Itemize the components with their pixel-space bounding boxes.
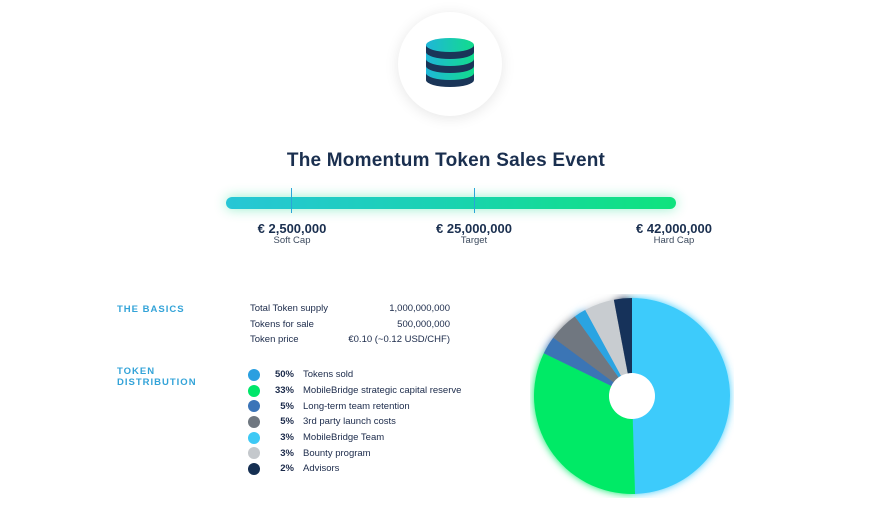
soft-cap-label: Soft Cap	[273, 235, 311, 246]
pie-slice-3rd-party-launch-costs	[553, 316, 632, 396]
legend-dot	[248, 431, 260, 444]
legend-dot	[248, 400, 260, 413]
basics-heading: THE BASICS	[117, 304, 185, 315]
pie-slice-long-term-team-retention	[585, 299, 632, 396]
basics-row-value: 500,000,000	[397, 318, 450, 330]
basics-table: Total Token supply 1,000,000,000 Tokens …	[250, 303, 450, 350]
distribution-legend: 50% Tokens sold 33% MobileBridge strateg…	[248, 367, 461, 477]
legend-item: 5% Long-term team retention	[248, 398, 461, 414]
coin-stack-icon	[426, 38, 474, 87]
pie-slice-mobilebridge-strategic-capital-reserve	[534, 353, 636, 494]
legend-dot	[248, 368, 260, 381]
legend-item: 50% Tokens sold	[248, 367, 461, 383]
soft-cap-tick	[291, 188, 292, 213]
soft-cap: € 2,500,000 Soft Cap	[212, 221, 372, 246]
legend-pct: 3%	[280, 432, 294, 444]
token-distribution-chart	[534, 298, 731, 494]
target-amount: € 25,000,000	[436, 221, 512, 236]
pie-slice-mobilebridge-team	[613, 298, 632, 396]
hard-cap-amount: € 42,000,000	[636, 221, 712, 236]
hard-cap-label: Hard Cap	[653, 235, 695, 246]
basics-row-value: 1,000,000,000	[389, 303, 450, 314]
basics-row-label: Total Token supply	[250, 303, 328, 314]
legend-item: 2% Advisors	[248, 461, 461, 477]
target-cap: € 25,000,000 Target	[394, 221, 554, 246]
legend-pct: 5%	[280, 416, 294, 428]
legend-pct: 2%	[280, 463, 294, 475]
legend-label: MobileBridge strategic capital reserve	[303, 385, 462, 397]
distribution-heading-line2: DISTRIBUTION	[117, 377, 197, 388]
hard-cap: € 42,000,000 Hard Cap	[594, 221, 754, 246]
pie-slice-bounty-program	[543, 337, 632, 396]
logo-badge	[398, 12, 502, 116]
legend-pct: 3%	[280, 447, 294, 459]
target-tick	[474, 188, 475, 213]
legend-label: Tokens sold	[303, 369, 354, 381]
legend-dot	[248, 384, 260, 397]
basics-row: Total Token supply 1,000,000,000	[250, 303, 450, 319]
legend-dot	[248, 447, 260, 460]
legend-label: Long-term team retention	[303, 400, 410, 412]
soft-cap-amount: € 2,500,000	[257, 221, 327, 236]
legend-label: 3rd party launch costs	[303, 416, 396, 428]
legend-label: MobileBridge Team	[303, 432, 385, 444]
legend-label: Advisors	[303, 463, 340, 475]
distribution-heading: TOKEN DISTRIBUTION	[117, 366, 197, 388]
sales-progress-bar	[226, 197, 676, 209]
legend-item: 33% MobileBridge strategic capital reser…	[248, 383, 461, 399]
legend-pct: 5%	[280, 400, 294, 412]
legend-item: 3% Bounty program	[248, 445, 461, 461]
legend-item: 5% 3rd party launch costs	[248, 414, 461, 430]
legend-pct: 50%	[274, 369, 294, 381]
legend-item: 3% MobileBridge Team	[248, 430, 461, 446]
legend-label: Bounty program	[303, 447, 371, 459]
basics-row-value: €0.10 (~0.12 USD/CHF)	[348, 334, 450, 345]
legend-pct: 33%	[274, 385, 294, 397]
basics-row-label: Tokens for sale	[250, 318, 314, 330]
pie-slice-advisors	[574, 309, 632, 396]
legend-dot	[248, 415, 260, 428]
legend-dot	[248, 462, 260, 475]
target-label: Target	[460, 235, 488, 246]
page-title: The Momentum Token Sales Event	[286, 150, 606, 171]
basics-row-label: Token price	[250, 334, 299, 345]
donut-hole	[609, 373, 655, 419]
distribution-heading-line1: TOKEN	[117, 366, 156, 377]
basics-row: Tokens for sale 500,000,000	[250, 319, 450, 335]
basics-row: Token price €0.10 (~0.12 USD/CHF)	[250, 334, 450, 350]
pie-slice-tokens-sold	[632, 298, 731, 494]
